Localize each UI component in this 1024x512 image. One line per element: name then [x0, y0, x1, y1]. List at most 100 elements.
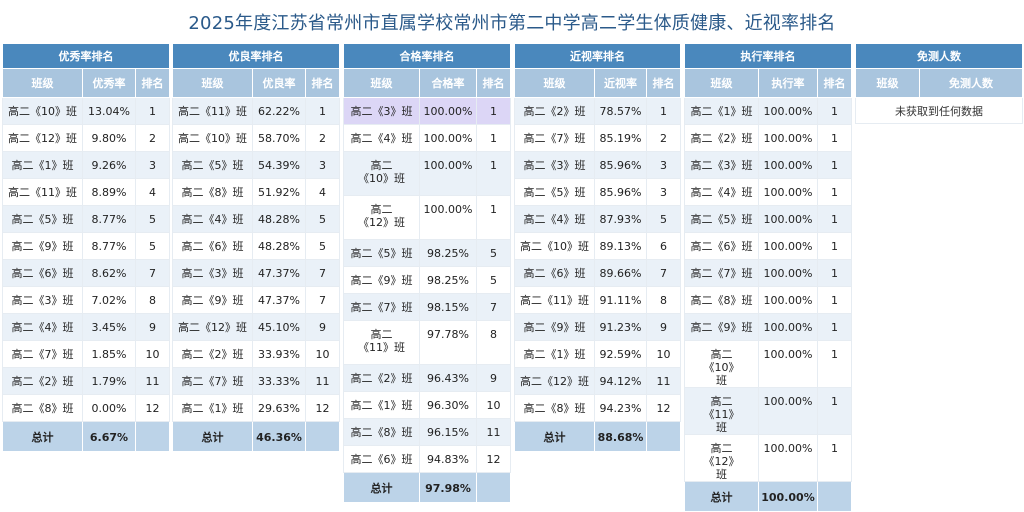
- rate-cell: 100.00%: [419, 124, 477, 152]
- class-name-cell: 高二《5》班: [2, 205, 83, 233]
- total-rank-blank: [304, 421, 341, 452]
- rate-cell: 48.28%: [252, 232, 306, 260]
- class-name-cell: 高二《5》班: [684, 205, 759, 233]
- rank-cell: 9: [134, 313, 171, 341]
- table-row: 高二《9》班 8.77% 5: [2, 232, 171, 260]
- table-row: 高二《1》班 9.26% 3: [2, 151, 171, 179]
- rank-cell: 11: [645, 367, 682, 395]
- class-name-cell: 高二《7》班: [514, 124, 595, 152]
- rate-cell: 48.28%: [252, 205, 306, 233]
- rate-cell: 96.30%: [419, 391, 477, 419]
- empty-row: 未获取到任何数据: [855, 97, 1023, 124]
- rate-cell: 47.37%: [252, 286, 306, 314]
- rate-cell: 85.96%: [594, 178, 647, 206]
- total-rank-blank: [475, 472, 512, 503]
- table-row: 高二《8》班 94.23% 12: [514, 394, 682, 422]
- class-name-cell: 高二《10》班: [2, 97, 83, 125]
- rate-cell: 1.85%: [82, 340, 136, 368]
- class-name-cell: 高二《3》班: [172, 259, 253, 287]
- column-header: 免测人数: [919, 68, 1023, 98]
- rank-cell: 12: [304, 394, 341, 422]
- class-name-cell: 高二《4》班: [2, 313, 83, 341]
- total-row: 总计 6.67%: [2, 421, 171, 452]
- pass-rank-table: 合格率排名 班级 合格率 排名 高二《3》班 100.00% 1 高二《4》班 100.00% 1…: [342, 43, 512, 503]
- column-header: 排名: [645, 68, 682, 98]
- table-row: 高二《7》班 33.33% 11: [172, 367, 341, 395]
- rank-cell: 1: [134, 97, 171, 125]
- table-row: 高二《4》班 48.28% 5: [172, 205, 341, 233]
- rate-cell: 8.77%: [82, 205, 136, 233]
- class-name-cell: 高二《1》班: [343, 391, 420, 419]
- class-name-cell: 高二《6》班: [343, 445, 420, 473]
- table-row: 高二《2》班 78.57% 1: [514, 97, 682, 125]
- rank-cell: 1: [816, 232, 853, 260]
- class-name-cell: 高二《3》班: [2, 286, 83, 314]
- total-value: 88.68%: [594, 421, 647, 452]
- rank-cell: 10: [645, 340, 682, 368]
- panel-title: 优秀率排名: [1, 43, 171, 69]
- class-name-cell: 高二《10》班: [514, 232, 595, 260]
- table-row: 高二《1》班 96.30% 10: [343, 391, 512, 419]
- column-header: 班级: [855, 68, 920, 98]
- table-row: 高二《8》班 96.15% 11: [343, 418, 512, 446]
- class-name-cell: 高二《2》班: [172, 340, 253, 368]
- excellent-rank-panel: 优秀率排名 班级 优秀率 排名 高二《10》班 13.04% 1 高二《12》班 9.80% 2 高…: [1, 43, 171, 452]
- class-name-cell: 高二《8》班: [172, 178, 253, 206]
- rate-cell: 100.00%: [758, 205, 818, 233]
- rate-cell: 8.89%: [82, 178, 136, 206]
- rank-cell: 1: [816, 434, 853, 482]
- rate-cell: 96.43%: [419, 364, 477, 392]
- rank-cell: 1: [475, 124, 512, 152]
- total-row: 总计 97.98%: [343, 472, 512, 503]
- table-row: 高二《9》班 91.23% 9: [514, 313, 682, 341]
- exempt-rank-panel: 免测人数 班级 免测人数 未获取到任何数据: [855, 43, 1023, 124]
- class-name-cell: 高二《6》班: [684, 232, 759, 260]
- table-row: 高二《11》班 91.11% 8: [514, 286, 682, 314]
- table-row: 高二《5》班 85.96% 3: [514, 178, 682, 206]
- rate-cell: 3.45%: [82, 313, 136, 341]
- rank-cell: 10: [134, 340, 171, 368]
- total-value: 97.98%: [419, 472, 477, 503]
- rate-cell: 97.78%: [419, 320, 477, 365]
- table-row: 高二《3》班 100.00% 1: [343, 97, 512, 125]
- total-label: 总计: [172, 421, 253, 452]
- table-row: 高二《5》班 8.77% 5: [2, 205, 171, 233]
- rate-cell: 94.83%: [419, 445, 477, 473]
- rate-cell: 1.79%: [82, 367, 136, 395]
- rate-cell: 62.22%: [252, 97, 306, 125]
- rank-cell: 5: [134, 205, 171, 233]
- rate-cell: 89.66%: [594, 259, 647, 287]
- rank-cell: 9: [645, 313, 682, 341]
- class-name-cell: 高二《6》班: [514, 259, 595, 287]
- rank-cell: 10: [304, 340, 341, 368]
- rank-cell: 5: [475, 239, 512, 267]
- rank-cell: 12: [645, 394, 682, 422]
- rate-cell: 9.26%: [82, 151, 136, 179]
- panel-title: 近视率排名: [513, 43, 682, 69]
- table-row: 高二《2》班 33.93% 10: [172, 340, 341, 368]
- total-rank-blank: [645, 421, 682, 452]
- class-name-cell: 高二《3》班: [343, 97, 420, 125]
- class-name-cell: 高二《8》班: [514, 394, 595, 422]
- rate-cell: 91.11%: [594, 286, 647, 314]
- table-row: 高二《9》班 47.37% 7: [172, 286, 341, 314]
- rate-cell: 33.93%: [252, 340, 306, 368]
- total-label: 总计: [343, 472, 420, 503]
- rate-cell: 29.63%: [252, 394, 306, 422]
- panel-title: 执行率排名: [683, 43, 853, 69]
- rank-cell: 5: [134, 232, 171, 260]
- table-row: 高二《4》班 3.45% 9: [2, 313, 171, 341]
- rank-cell: 1: [475, 151, 512, 196]
- rank-cell: 2: [304, 124, 341, 152]
- rank-cell: 1: [816, 340, 853, 388]
- table-row: 高二《12》班 45.10% 9: [172, 313, 341, 341]
- rank-cell: 4: [134, 178, 171, 206]
- rank-cell: 1: [816, 151, 853, 179]
- class-name-cell: 高二《10》班: [172, 124, 253, 152]
- rank-cell: 8: [134, 286, 171, 314]
- total-label: 总计: [2, 421, 83, 452]
- empty-message: 未获取到任何数据: [855, 97, 1023, 124]
- rate-cell: 100.00%: [758, 97, 818, 125]
- rate-cell: 85.96%: [594, 151, 647, 179]
- column-header: 排名: [134, 68, 171, 98]
